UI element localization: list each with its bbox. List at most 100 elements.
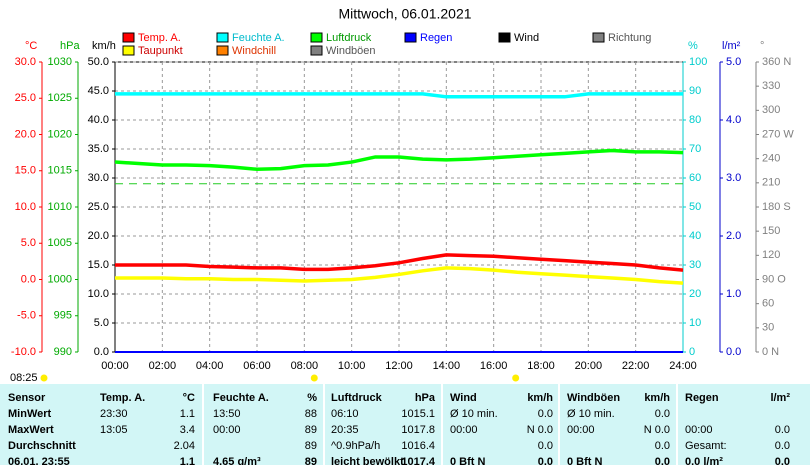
y-tick-label: 40 bbox=[689, 230, 701, 242]
sunrise-dot bbox=[40, 374, 48, 382]
y-tick-label: 0.0 bbox=[94, 346, 109, 358]
y-tick-label: 990 bbox=[54, 346, 72, 358]
table-cell: 23:30 bbox=[100, 408, 128, 420]
y-tick-label: 360 N bbox=[762, 56, 791, 68]
y-tick-label: 330 bbox=[762, 80, 780, 92]
y-tick-label: 10.0 bbox=[15, 201, 36, 213]
table-cell: 06.01. 23:55 bbox=[8, 456, 70, 465]
y-tick-label: 1020 bbox=[48, 128, 72, 140]
table-cell: 0.0 bbox=[538, 456, 553, 465]
table-cell: N 0.0 bbox=[644, 424, 670, 436]
y-tick-label: 15.0 bbox=[15, 165, 36, 177]
table-cell: 1017.4 bbox=[401, 456, 436, 465]
y-tick-label: 70 bbox=[689, 143, 701, 155]
x-tick-label: 24:00 bbox=[669, 360, 697, 372]
y-tick-label: 25.0 bbox=[88, 201, 109, 213]
legend-swatch bbox=[216, 45, 229, 56]
y-tick-label: 50.0 bbox=[88, 56, 109, 68]
table-cell: Windböen bbox=[567, 392, 620, 404]
table-cell: Feuchte A. bbox=[213, 392, 269, 404]
y-tick-label: 60 bbox=[762, 298, 774, 310]
y-tick-label: 180 S bbox=[762, 201, 791, 213]
legend-label: Feuchte A. bbox=[232, 32, 285, 44]
legend-swatch bbox=[216, 32, 229, 43]
y-tick-label: 20.0 bbox=[88, 230, 109, 242]
y-tick-label: 80 bbox=[689, 114, 701, 126]
table-cell: leicht bewölkt bbox=[331, 456, 404, 465]
x-tick-label: 20:00 bbox=[575, 360, 603, 372]
series-line bbox=[115, 266, 684, 285]
table-cell: 00:00 bbox=[567, 424, 595, 436]
x-tick-label: 18:00 bbox=[527, 360, 555, 372]
legend-swatch bbox=[122, 45, 135, 56]
y-tick-label: 3.0 bbox=[726, 172, 741, 184]
y-tick-label: 30.0 bbox=[15, 56, 36, 68]
y-tick-label: 90 O bbox=[762, 273, 786, 285]
legend-swatch bbox=[404, 32, 417, 43]
x-tick-label: 16:00 bbox=[480, 360, 508, 372]
table-cell: Ø 10 min. bbox=[567, 408, 615, 420]
table-cell: 88 bbox=[305, 408, 317, 420]
table-cell: Durchschnitt bbox=[8, 440, 76, 452]
table-cell: Regen bbox=[685, 392, 719, 404]
y-tick-label: 0 bbox=[689, 346, 695, 358]
legend-label: Windböen bbox=[326, 45, 376, 57]
x-tick-label: 14:00 bbox=[433, 360, 461, 372]
y-tick-label: 1030 bbox=[48, 56, 72, 68]
y-tick-label: 30 bbox=[689, 259, 701, 271]
table-cell: 1.1 bbox=[180, 408, 195, 420]
table-cell: % bbox=[307, 392, 317, 404]
table-cell: 0.0 bbox=[775, 424, 790, 436]
table-cell: 89 bbox=[305, 456, 317, 465]
y-tick-label: 10.0 bbox=[88, 288, 109, 300]
sun-marker bbox=[310, 374, 318, 382]
x-tick-label: 06:00 bbox=[243, 360, 271, 372]
y-tick-label: 60 bbox=[689, 172, 701, 184]
table-background bbox=[0, 384, 810, 465]
x-tick-label: 12:00 bbox=[385, 360, 413, 372]
table-cell: Gesamt: bbox=[685, 440, 727, 452]
table-cell: 0 Bft N bbox=[567, 456, 603, 465]
table-cell: 89 bbox=[305, 424, 317, 436]
y-tick-label: 1025 bbox=[48, 92, 72, 104]
y-tick-label: 995 bbox=[54, 310, 72, 322]
table-cell: 0.0 l/m² bbox=[685, 456, 723, 465]
table-cell: Luftdruck bbox=[331, 392, 383, 404]
y-tick-label: 270 W bbox=[762, 128, 794, 140]
table-cell: 0.0 bbox=[775, 440, 790, 452]
y-tick-label: 15.0 bbox=[88, 259, 109, 271]
table-cell: 0.0 bbox=[655, 456, 670, 465]
sunrise-label: 08:25 bbox=[10, 372, 38, 384]
table-cell: l/m² bbox=[770, 392, 790, 404]
table-cell: 00:00 bbox=[450, 424, 478, 436]
y-tick-label: 150 bbox=[762, 225, 780, 237]
x-tick-label: 02:00 bbox=[149, 360, 177, 372]
table-cell: 3.4 bbox=[180, 424, 195, 436]
y-tick-label: 300 bbox=[762, 104, 780, 116]
axis-unit: °C bbox=[25, 40, 37, 52]
table-cell: ^0.9hPa/h bbox=[331, 440, 380, 452]
y-tick-label: 1000 bbox=[48, 273, 72, 285]
y-tick-label: 0 N bbox=[762, 346, 779, 358]
x-tick-label: 04:00 bbox=[196, 360, 224, 372]
y-tick-label: 100 bbox=[689, 56, 707, 68]
x-tick-label: 10:00 bbox=[338, 360, 366, 372]
table-cell: km/h bbox=[644, 392, 670, 404]
legend-label: Temp. A. bbox=[138, 32, 181, 44]
table-cell: MaxWert bbox=[8, 424, 54, 436]
legend-label: Wind bbox=[514, 32, 539, 44]
table-cell: 1017.8 bbox=[401, 424, 435, 436]
axis-unit: km/h bbox=[92, 40, 116, 52]
chart-title: Mittwoch, 06.01.2021 bbox=[338, 6, 471, 22]
legend-swatch bbox=[310, 45, 323, 56]
legend-swatch bbox=[122, 32, 135, 43]
table-cell: 13:05 bbox=[100, 424, 128, 436]
table-cell: 0 Bft N bbox=[450, 456, 486, 465]
axis-unit: l/m² bbox=[722, 40, 741, 52]
y-tick-label: 50 bbox=[689, 201, 701, 213]
y-tick-label: 1.0 bbox=[726, 288, 741, 300]
table-cell: Sensor bbox=[8, 392, 46, 404]
y-tick-label: 2.0 bbox=[726, 230, 741, 242]
x-tick-label: 22:00 bbox=[622, 360, 650, 372]
y-tick-label: -10.0 bbox=[11, 346, 36, 358]
